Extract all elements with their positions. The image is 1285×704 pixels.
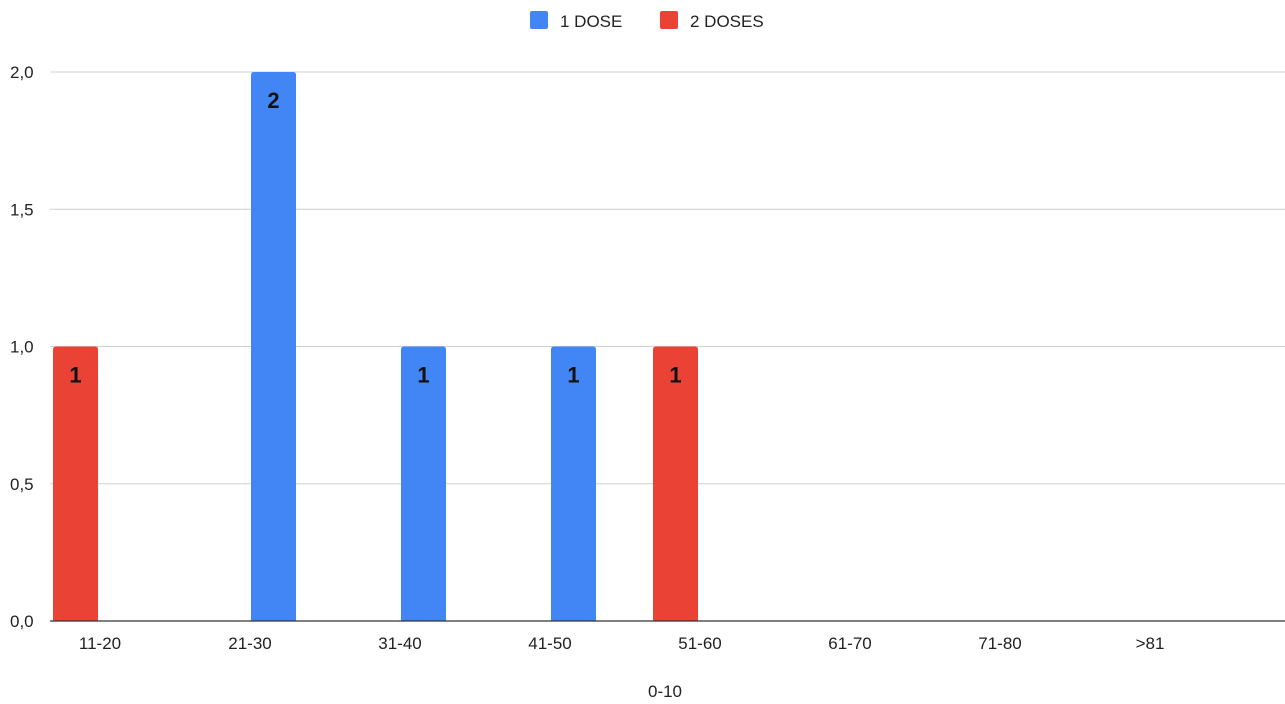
y-axis-ticks: 0,0 0,5 1,0 1,5 2,0 xyxy=(10,63,34,631)
x-tick-label: 71-80 xyxy=(978,634,1021,653)
bar-data-label: 1 xyxy=(417,363,429,388)
x-axis-label: 0-10 xyxy=(648,682,682,701)
legend: 1 DOSE 2 DOSES xyxy=(530,11,764,31)
x-tick-label: 51-60 xyxy=(678,634,721,653)
y-tick-label: 1,5 xyxy=(10,200,34,219)
x-tick-label: 41-50 xyxy=(528,634,571,653)
bars xyxy=(53,72,698,621)
y-tick-label: 1,0 xyxy=(10,338,34,357)
x-tick-label: 61-70 xyxy=(828,634,871,653)
bar-1-dose-4150 xyxy=(551,346,596,621)
bar-1-dose-2130 xyxy=(251,72,296,621)
bar-2-doses-1120 xyxy=(53,346,98,621)
bar-data-label: 2 xyxy=(267,88,279,113)
x-tick-label: >81 xyxy=(1136,634,1165,653)
x-tick-label: 21-30 xyxy=(228,634,271,653)
y-tick-label: 0,5 xyxy=(10,475,34,494)
legend-swatch xyxy=(660,11,678,29)
y-tick-label: 0,0 xyxy=(10,612,34,631)
bar-1-dose-3140 xyxy=(401,346,446,621)
x-tick-label: 11-20 xyxy=(79,634,121,653)
legend-label: 1 DOSE xyxy=(560,12,622,31)
y-tick-label: 2,0 xyxy=(10,63,34,82)
bar-data-label: 1 xyxy=(669,363,681,388)
x-axis-ticks: 11-20 21-30 31-40 41-50 51-60 61-70 71-80 >81 xyxy=(79,634,1165,653)
legend-label: 2 DOSES xyxy=(690,12,764,31)
bar-data-label: 1 xyxy=(567,363,579,388)
legend-swatch xyxy=(530,11,548,29)
data-labels: 1 2 1 1 1 xyxy=(69,88,681,388)
bar-data-label: 1 xyxy=(69,363,81,388)
x-tick-label: 31-40 xyxy=(378,634,421,653)
bar-2-doses-5160 xyxy=(653,346,698,621)
